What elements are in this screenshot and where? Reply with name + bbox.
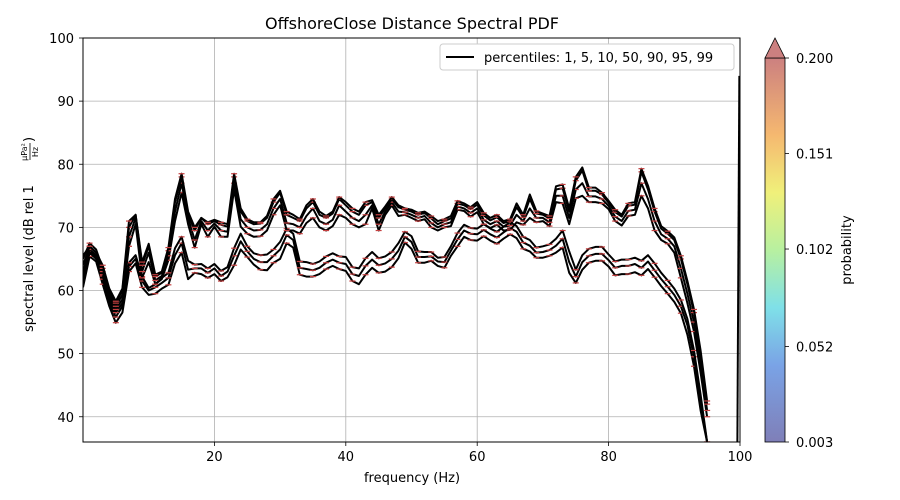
y-axis-label-unit-num: μPa² <box>20 143 29 161</box>
y-axis-label-unit-den: Hz <box>31 147 40 157</box>
y-tick-label: 80 <box>57 158 74 173</box>
colorbar-ticks: 0.003 0.052 0.102 0.151 0.200 <box>785 52 833 451</box>
percentile-line-4 <box>83 188 709 417</box>
percentile-line-1 <box>83 233 709 442</box>
percentile-line-3 <box>83 221 709 442</box>
x-tick-label: 40 <box>338 450 355 465</box>
x-axis-ticks: 20 40 60 80 100 <box>206 442 752 465</box>
legend-box <box>439 43 735 71</box>
y-axis-label: spectral level (dB rel 1 μPa² Hz ) <box>20 137 40 332</box>
colorbar-tick-label: 0.102 <box>796 243 833 258</box>
y-tick-label: 40 <box>57 411 74 426</box>
colorbar-label: probability <box>840 215 855 285</box>
y-axis-ticks: 40 50 60 70 80 90 100 <box>49 32 83 426</box>
percentile-line-7 <box>83 166 709 402</box>
y-tick-label: 50 <box>57 348 74 363</box>
colorbar-extend-arrow <box>764 37 786 59</box>
y-tick-label: 70 <box>57 221 74 236</box>
edge-spike-line <box>736 75 740 442</box>
x-tick-label: 20 <box>206 450 223 465</box>
colorbar-tick-label: 0.151 <box>796 148 833 163</box>
percentile-line-2 <box>83 227 709 442</box>
plot-frame <box>82 37 741 443</box>
y-axis-label-main: spectral level (dB rel 1 <box>22 185 37 332</box>
chart-title: OffshoreClose Distance Spectral PDF <box>265 14 559 33</box>
colorbar-tick-label: 0.200 <box>796 52 833 67</box>
legend: percentiles: 1, 5, 10, 50, 90, 95, 99 <box>439 43 735 71</box>
colorbar-tick-label: 0.052 <box>796 340 833 355</box>
y-tick-label: 90 <box>57 95 74 110</box>
x-axis-label: frequency (Hz) <box>364 471 460 486</box>
legend-label: percentiles: 1, 5, 10, 50, 90, 95, 99 <box>484 51 713 66</box>
plot-area: 20 40 60 80 100 40 50 60 70 80 90 100 <box>49 32 752 465</box>
colorbar: 0.003 0.052 0.102 0.151 0.200 probability <box>764 37 855 451</box>
x-tick-label: 60 <box>469 450 486 465</box>
y-tick-label: 60 <box>57 285 74 300</box>
y-tick-label: 100 <box>49 32 74 47</box>
y-axis-label-close: ) <box>22 137 37 142</box>
colorbar-tick-label: 0.003 <box>796 436 833 451</box>
x-tick-label: 100 <box>728 450 753 465</box>
colorbar-gradient <box>764 57 786 443</box>
percentile-lines <box>83 75 740 442</box>
percentile-lines-group <box>83 75 740 442</box>
x-tick-label: 80 <box>600 450 617 465</box>
